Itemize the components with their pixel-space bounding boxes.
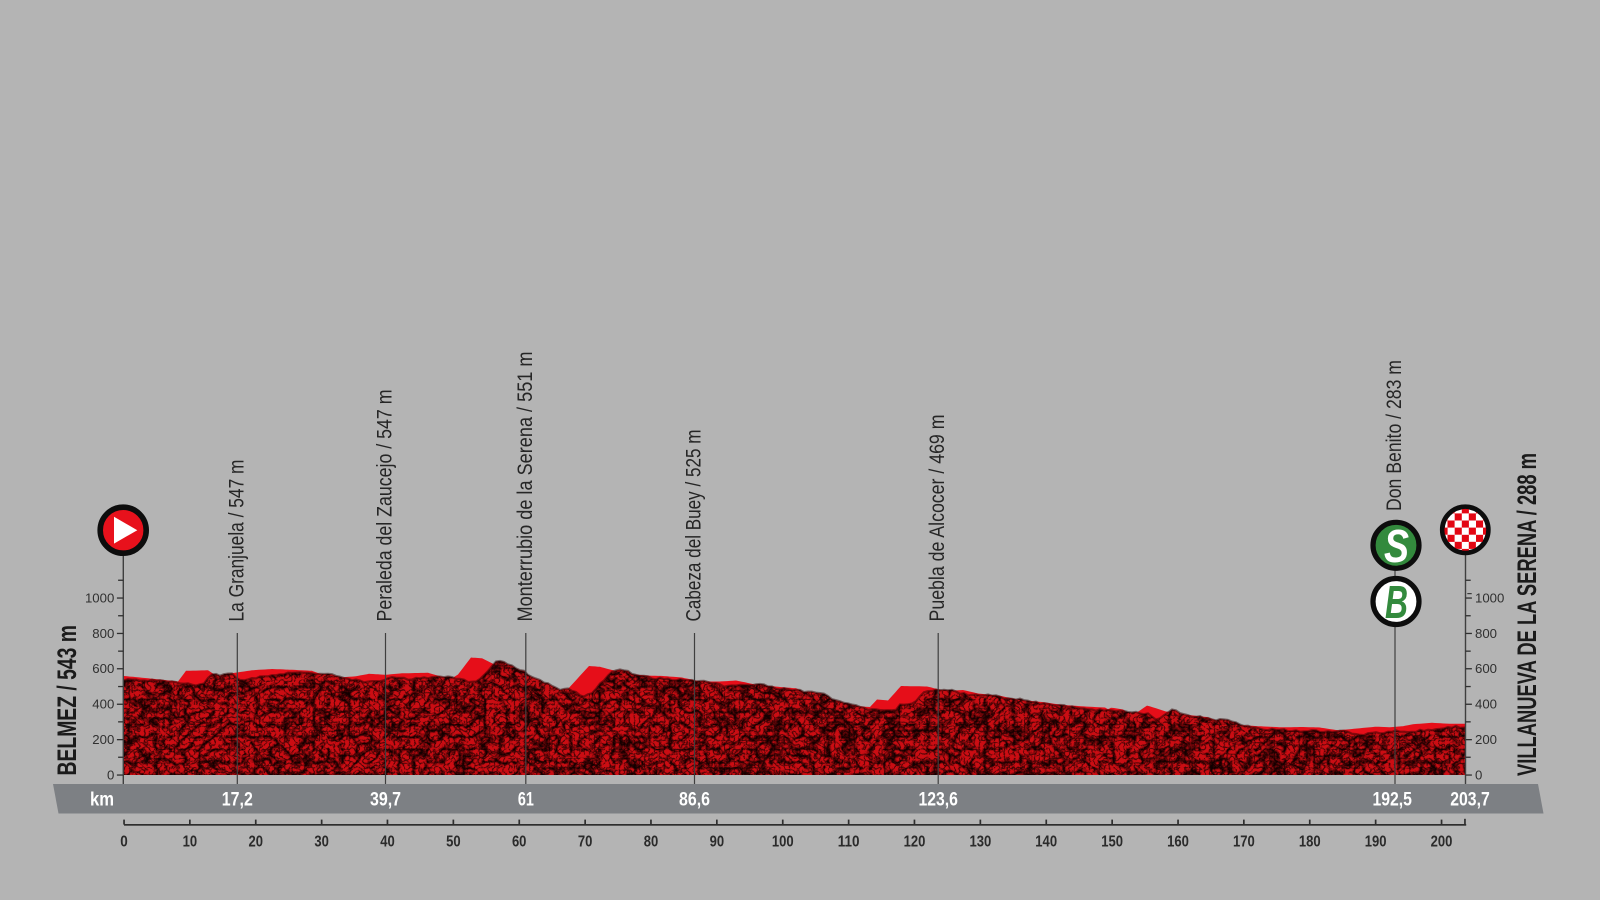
svg-text:400: 400: [1475, 697, 1497, 712]
svg-text:80: 80: [644, 834, 659, 851]
svg-text:Don Benito / 283 m: Don Benito / 283 m: [1382, 360, 1406, 511]
svg-text:17,2: 17,2: [222, 789, 253, 811]
svg-text:61: 61: [518, 789, 534, 811]
svg-text:192,5: 192,5: [1372, 789, 1412, 811]
svg-text:km: km: [90, 789, 114, 811]
svg-text:50: 50: [446, 834, 461, 851]
svg-text:600: 600: [1475, 661, 1497, 676]
svg-text:La Granjuela / 547 m: La Granjuela / 547 m: [224, 460, 248, 622]
svg-text:90: 90: [710, 834, 725, 851]
svg-text:39,7: 39,7: [370, 789, 401, 811]
svg-text:Peraleda del Zaucejo / 547 m: Peraleda del Zaucejo / 547 m: [373, 390, 397, 622]
svg-text:110: 110: [838, 834, 860, 851]
svg-text:140: 140: [1035, 834, 1057, 851]
svg-text:400: 400: [92, 697, 114, 712]
svg-text:800: 800: [1475, 626, 1497, 641]
svg-text:190: 190: [1365, 834, 1387, 851]
svg-text:130: 130: [970, 834, 992, 851]
svg-text:40: 40: [380, 834, 395, 851]
svg-text:200: 200: [92, 732, 114, 747]
svg-text:1000: 1000: [1475, 590, 1504, 605]
svg-text:60: 60: [512, 834, 527, 851]
svg-text:1000: 1000: [85, 590, 114, 605]
svg-text:120: 120: [904, 834, 926, 851]
svg-text:160: 160: [1167, 834, 1189, 851]
svg-text:0: 0: [107, 767, 114, 782]
svg-text:BELMEZ / 543 m: BELMEZ / 543 m: [52, 625, 82, 776]
svg-text:VILLANUEVA DE LA SERENA / 288: VILLANUEVA DE LA SERENA / 288 m: [1512, 453, 1542, 776]
svg-text:170: 170: [1233, 834, 1255, 851]
svg-text:30: 30: [314, 834, 329, 851]
svg-text:0: 0: [1475, 767, 1482, 782]
svg-text:800: 800: [92, 626, 114, 641]
svg-text:123,6: 123,6: [918, 789, 958, 811]
svg-text:70: 70: [578, 834, 593, 851]
svg-text:180: 180: [1299, 834, 1321, 851]
svg-text:86,6: 86,6: [679, 789, 710, 811]
svg-text:200: 200: [1431, 834, 1453, 851]
svg-text:200: 200: [1475, 732, 1497, 747]
svg-text:Cabeza del Buey / 525 m: Cabeza del Buey / 525 m: [682, 430, 706, 622]
svg-text:20: 20: [249, 834, 264, 851]
svg-text:Puebla de Alcocer / 469 m: Puebla de Alcocer / 469 m: [925, 415, 949, 622]
svg-text:B: B: [1385, 576, 1408, 628]
svg-text:150: 150: [1101, 834, 1123, 851]
svg-text:S: S: [1384, 520, 1409, 572]
svg-text:Monterrubio de la Serena / 551: Monterrubio de la Serena / 551 m: [513, 352, 537, 622]
svg-text:10: 10: [183, 834, 198, 851]
svg-text:100: 100: [772, 834, 794, 851]
svg-text:600: 600: [92, 661, 114, 676]
svg-text:203,7: 203,7: [1450, 789, 1490, 811]
svg-text:0: 0: [120, 834, 128, 851]
